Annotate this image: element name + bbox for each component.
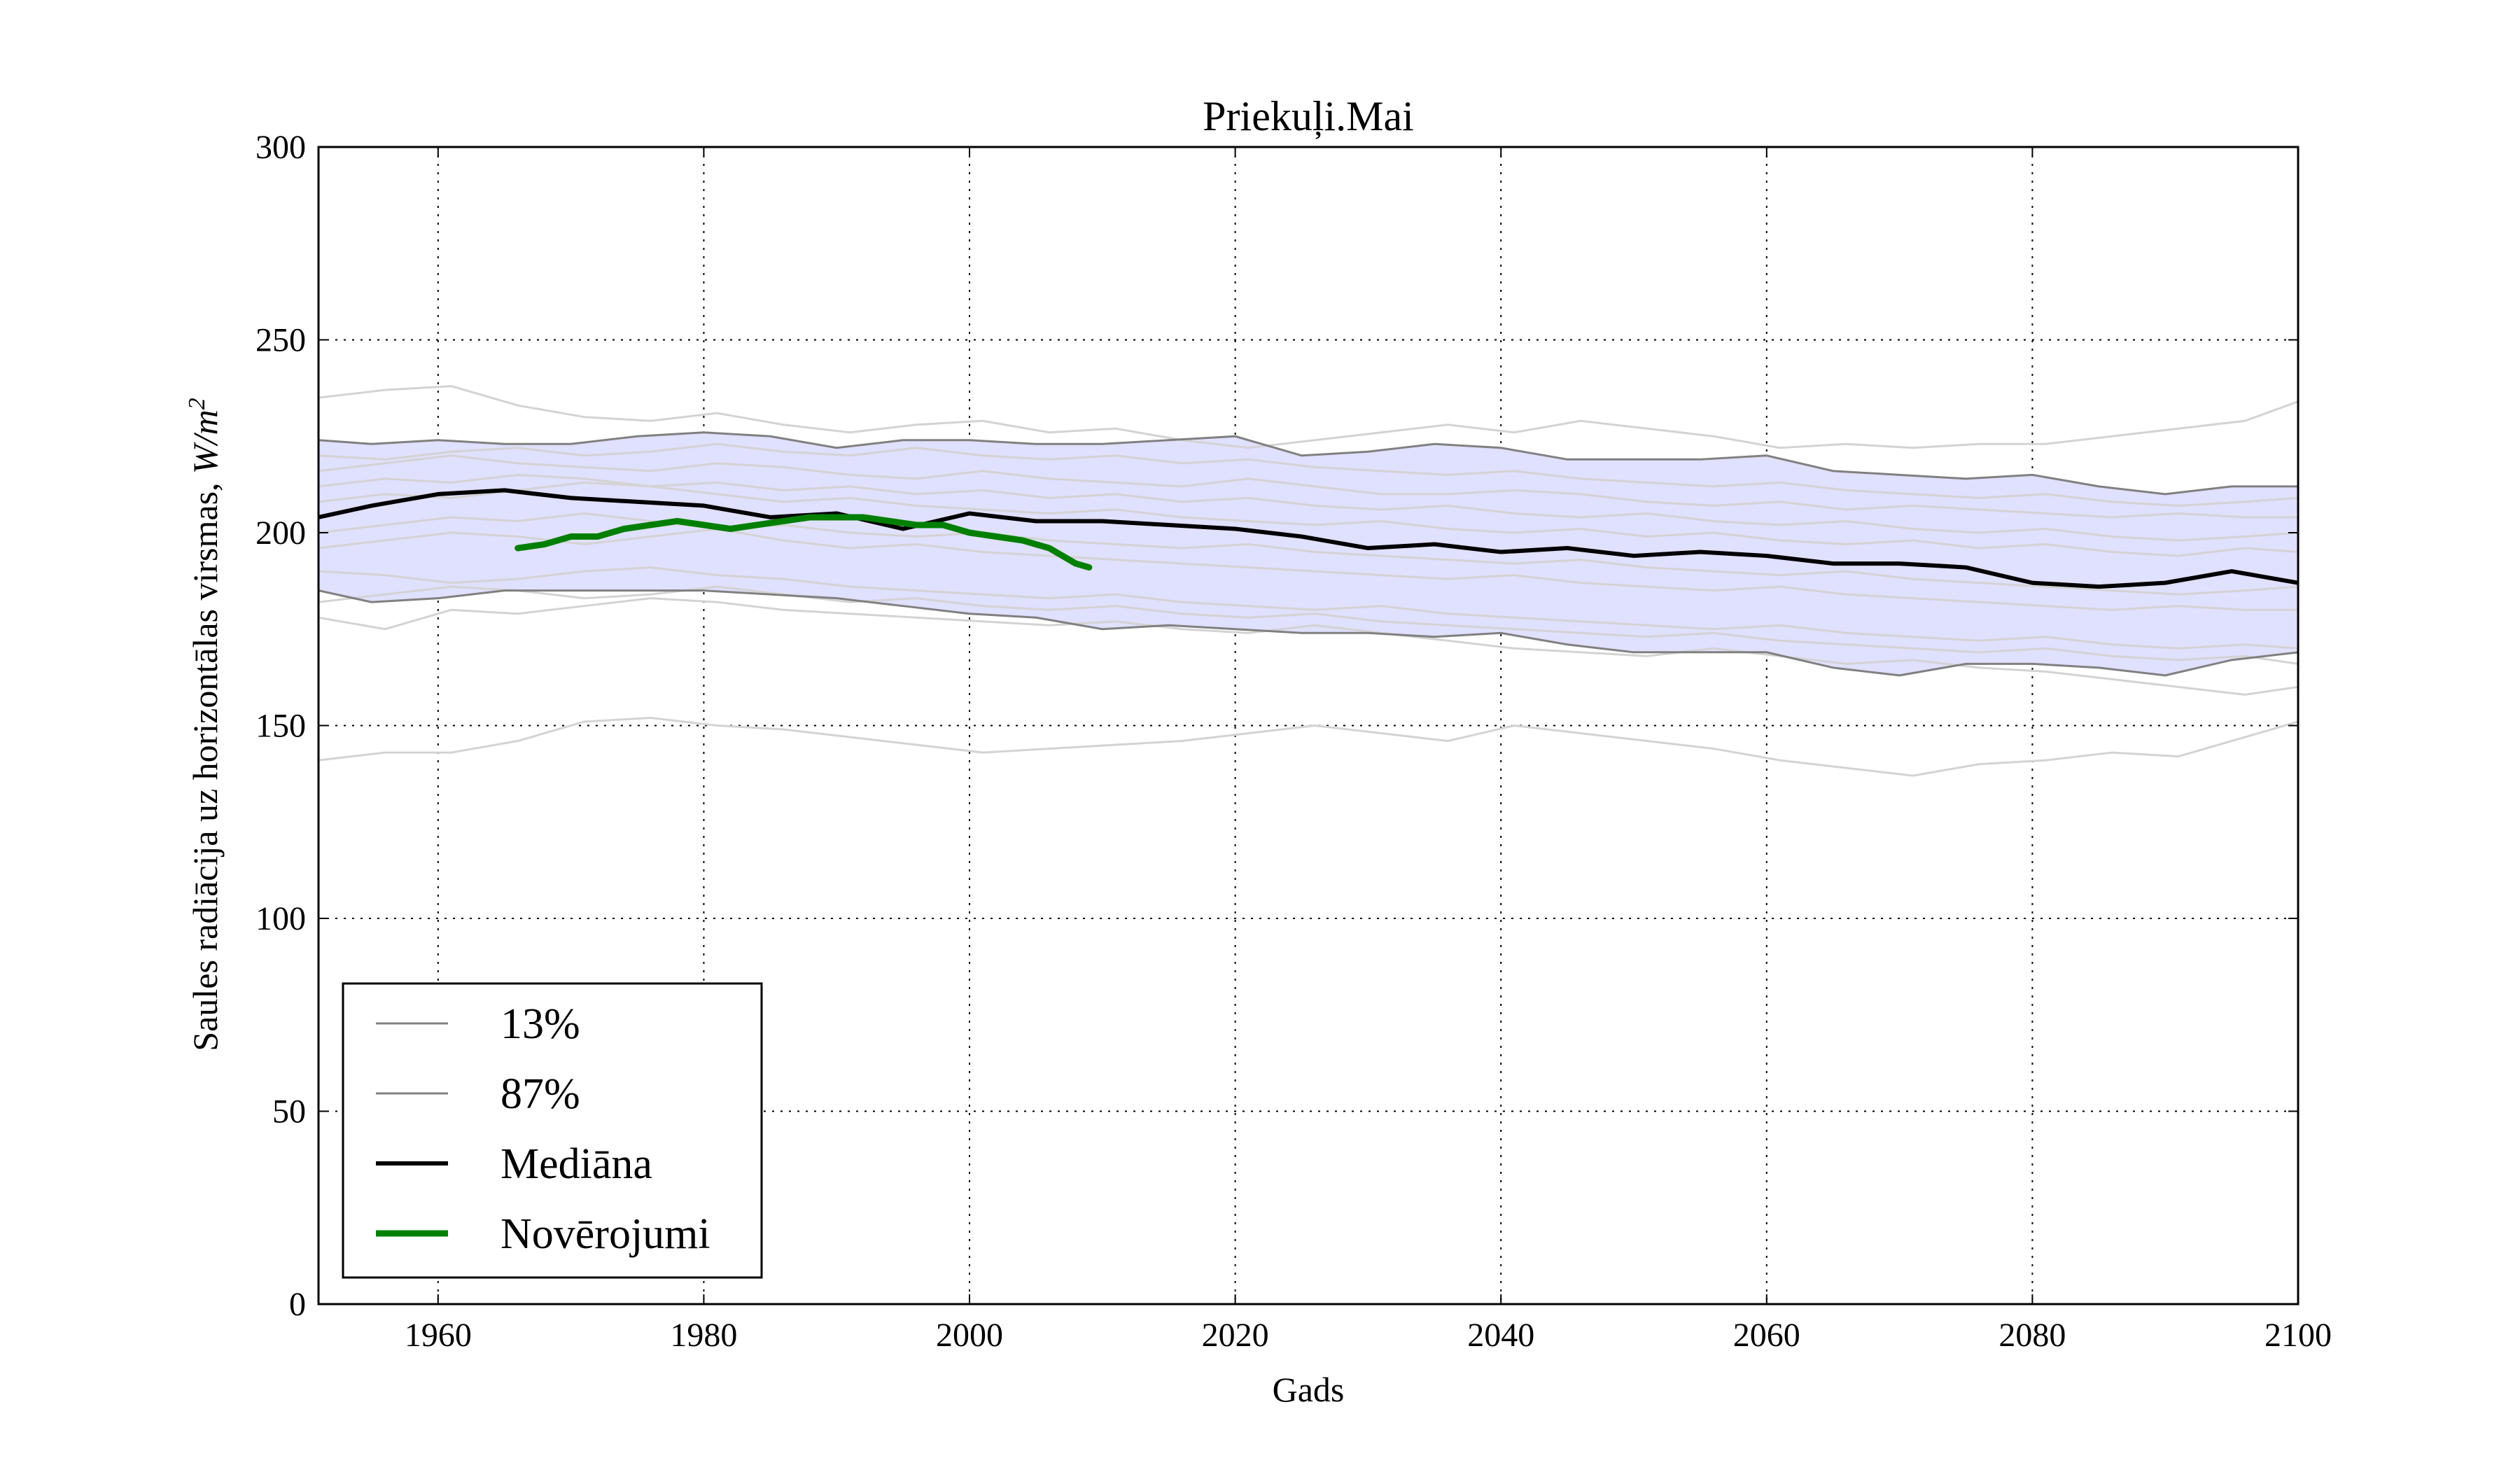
- ensemble-member-line: [318, 454, 2298, 519]
- legend-frame: [342, 982, 763, 1279]
- x-tick-label: 2100: [2264, 1317, 2332, 1354]
- y-tick-label: 250: [255, 322, 306, 359]
- series-line: [318, 589, 2298, 677]
- x-axis-label: Gads: [1273, 1370, 1345, 1409]
- series-line: [318, 431, 2298, 496]
- y-tick-label: 50: [272, 1093, 306, 1130]
- y-tick-label: 300: [255, 129, 306, 166]
- plot-data: [318, 385, 2298, 777]
- series-lines: [318, 431, 2298, 677]
- legend-label: 87%: [500, 1070, 580, 1118]
- legend-label: 13%: [500, 1000, 580, 1048]
- series-line: [514, 514, 1093, 571]
- ensemble-members: [318, 385, 2298, 777]
- x-tick-label: 2080: [1998, 1317, 2066, 1354]
- x-tick-label: 1960: [405, 1317, 472, 1354]
- x-tick-label: 1980: [670, 1317, 737, 1354]
- ensemble-member-line: [318, 527, 2298, 611]
- y-tick-label: 0: [289, 1286, 306, 1323]
- legend-label: Novērojumi: [500, 1210, 710, 1258]
- legend-label: Mediāna: [500, 1140, 652, 1188]
- x-tick-label: 2000: [936, 1317, 1003, 1354]
- ensemble-member-line: [318, 716, 2298, 777]
- x-tick-label: 2040: [1467, 1317, 1534, 1354]
- chart-title: Priekuļi.Mai: [1203, 93, 1414, 139]
- x-tick-label: 2020: [1202, 1317, 1269, 1354]
- ensemble-member-line: [318, 585, 2298, 665]
- uncertainty-band: [318, 432, 2298, 676]
- ensemble-member-line: [318, 566, 2298, 650]
- y-tick-label: 100: [255, 900, 306, 937]
- y-axis-label-text: Saules radiācija uz horizontālas virsmas…: [186, 474, 225, 1051]
- legend: 13% 87% Mediāna Novērojumi: [342, 982, 763, 1279]
- x-tick-label: 2060: [1733, 1317, 1800, 1354]
- y-axis-label: Saules radiācija uz horizontālas virsmas…: [184, 398, 225, 1051]
- ensemble-member-line: [318, 512, 2298, 596]
- legend-items: 13% 87% Mediāna Novērojumi: [376, 1000, 710, 1258]
- y-tick-label: 150: [255, 708, 306, 745]
- y-axis-label-unit-exponent: 2: [184, 398, 210, 410]
- series-line: [318, 488, 2298, 589]
- ensemble-member-line: [318, 385, 2298, 449]
- ensemble-member-line: [318, 473, 2298, 542]
- y-axis-label-unit: W/m: [186, 410, 225, 474]
- ensemble-member-line: [318, 597, 2298, 696]
- y-tick-label: 200: [255, 514, 306, 552]
- ensemble-member-line: [318, 442, 2298, 507]
- axis-ticks: 1960 1980 2000 2020 2040 2060 2080 2100 0 50 100 15…: [255, 129, 2332, 1354]
